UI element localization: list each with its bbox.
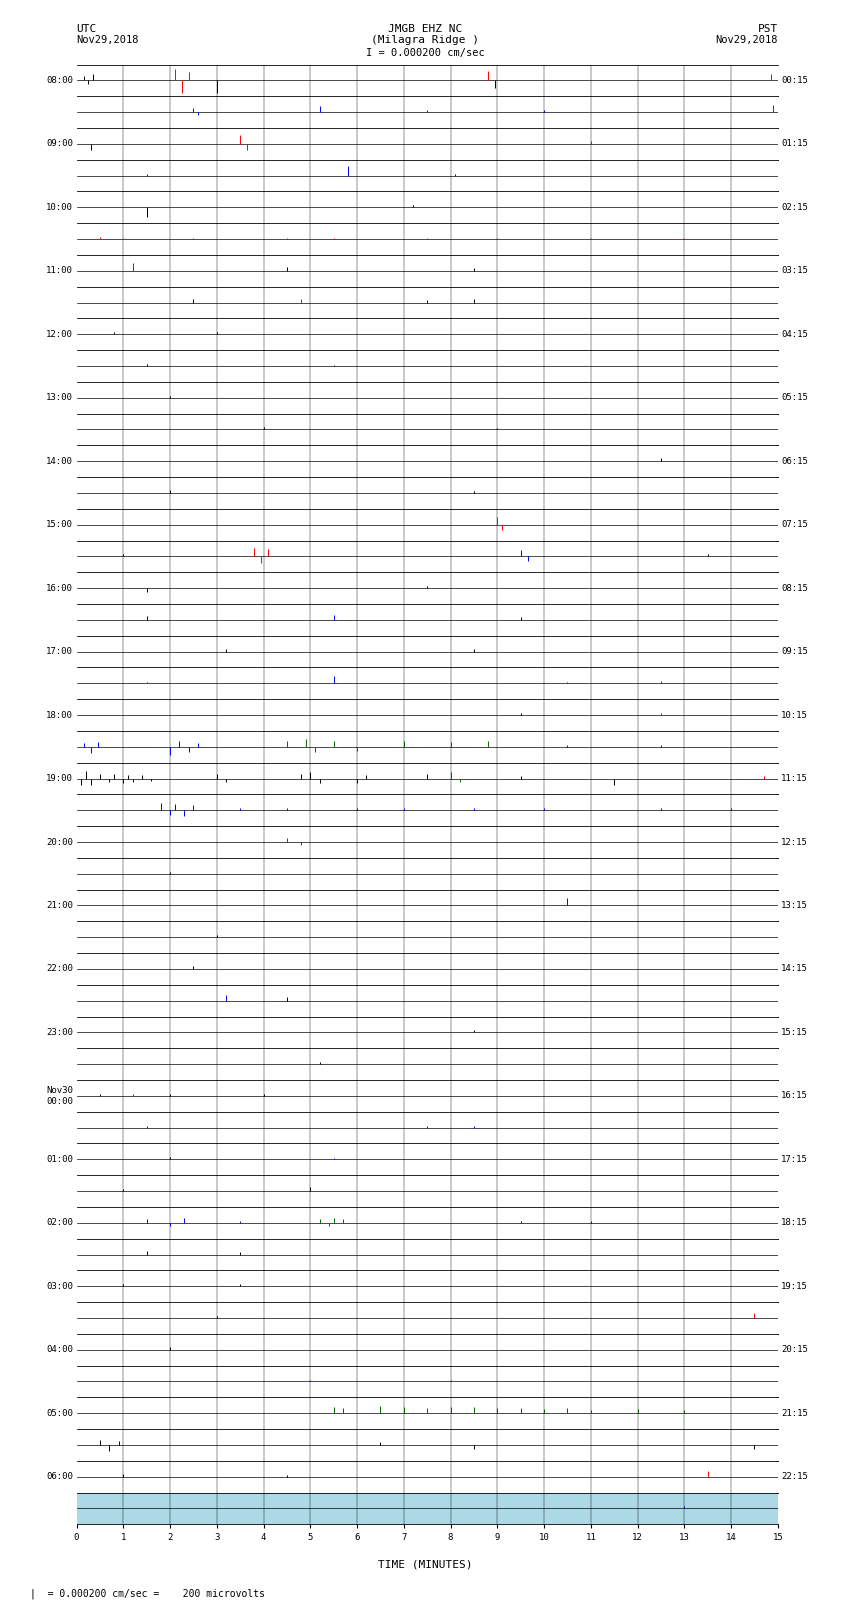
Text: 01:00: 01:00 xyxy=(46,1155,73,1165)
Text: 23:00: 23:00 xyxy=(46,1027,73,1037)
Text: 13:00: 13:00 xyxy=(46,394,73,402)
Text: 22:00: 22:00 xyxy=(46,965,73,973)
Text: 03:15: 03:15 xyxy=(781,266,808,276)
Text: 11:15: 11:15 xyxy=(781,774,808,782)
Text: 16:00: 16:00 xyxy=(46,584,73,592)
Text: 03:00: 03:00 xyxy=(46,1282,73,1290)
Text: 17:15: 17:15 xyxy=(781,1155,808,1165)
Text: 06:00: 06:00 xyxy=(46,1473,73,1481)
Text: 02:00: 02:00 xyxy=(46,1218,73,1227)
Text: 19:00: 19:00 xyxy=(46,774,73,782)
Text: Nov30
00:00: Nov30 00:00 xyxy=(46,1086,73,1105)
Text: 20:00: 20:00 xyxy=(46,837,73,847)
Text: 15:00: 15:00 xyxy=(46,519,73,529)
Text: 19:15: 19:15 xyxy=(781,1282,808,1290)
Text: Nov29,2018: Nov29,2018 xyxy=(76,35,139,45)
Text: 18:00: 18:00 xyxy=(46,711,73,719)
Text: 07:15: 07:15 xyxy=(781,519,808,529)
Text: 08:00: 08:00 xyxy=(46,76,73,85)
Text: 05:15: 05:15 xyxy=(781,394,808,402)
Text: 20:15: 20:15 xyxy=(781,1345,808,1355)
Text: 16:15: 16:15 xyxy=(781,1092,808,1100)
Text: 04:15: 04:15 xyxy=(781,329,808,339)
Text: 14:15: 14:15 xyxy=(781,965,808,973)
Text: 09:15: 09:15 xyxy=(781,647,808,656)
Text: 12:00: 12:00 xyxy=(46,329,73,339)
Text: 02:15: 02:15 xyxy=(781,203,808,211)
Text: 10:15: 10:15 xyxy=(781,711,808,719)
Text: 06:15: 06:15 xyxy=(781,456,808,466)
Text: UTC: UTC xyxy=(76,24,97,34)
Text: 17:00: 17:00 xyxy=(46,647,73,656)
Text: JMGB EHZ NC: JMGB EHZ NC xyxy=(388,24,462,34)
Text: 13:15: 13:15 xyxy=(781,902,808,910)
Text: 12:15: 12:15 xyxy=(781,837,808,847)
Text: 11:00: 11:00 xyxy=(46,266,73,276)
Text: 01:15: 01:15 xyxy=(781,139,808,148)
Text: 21:00: 21:00 xyxy=(46,902,73,910)
Text: 15:15: 15:15 xyxy=(781,1027,808,1037)
Text: I = 0.000200 cm/sec: I = 0.000200 cm/sec xyxy=(366,48,484,58)
Text: Nov29,2018: Nov29,2018 xyxy=(715,35,778,45)
Text: PST: PST xyxy=(757,24,778,34)
Text: 04:00: 04:00 xyxy=(46,1345,73,1355)
Text: 10:00: 10:00 xyxy=(46,203,73,211)
Text: 05:00: 05:00 xyxy=(46,1408,73,1418)
Text: 21:15: 21:15 xyxy=(781,1408,808,1418)
Text: 18:15: 18:15 xyxy=(781,1218,808,1227)
Text: 00:15: 00:15 xyxy=(781,76,808,85)
Text: 22:15: 22:15 xyxy=(781,1473,808,1481)
Bar xyxy=(76,1492,778,1524)
Text: 08:15: 08:15 xyxy=(781,584,808,592)
Text: (Milagra Ridge ): (Milagra Ridge ) xyxy=(371,35,479,45)
Text: 14:00: 14:00 xyxy=(46,456,73,466)
Text: 09:00: 09:00 xyxy=(46,139,73,148)
Text: TIME (MINUTES): TIME (MINUTES) xyxy=(377,1560,473,1569)
Text: |  = 0.000200 cm/sec =    200 microvolts: | = 0.000200 cm/sec = 200 microvolts xyxy=(30,1589,264,1598)
